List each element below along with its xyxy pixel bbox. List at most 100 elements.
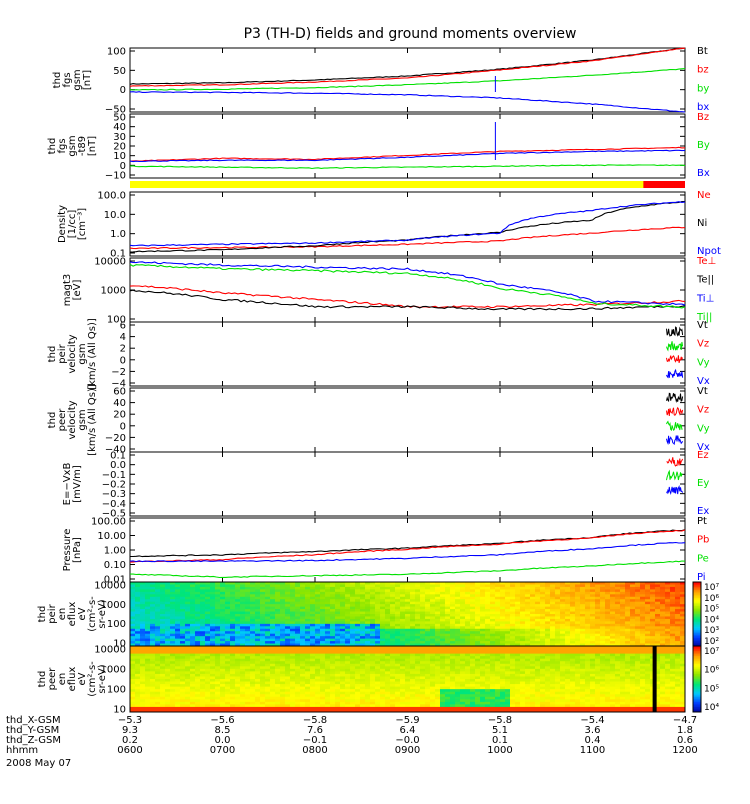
spec-cell: [580, 584, 585, 587]
spec-cell: [450, 621, 455, 624]
spec-cell: [410, 656, 415, 659]
spec-cell: [145, 702, 150, 705]
spec-cell: [235, 707, 240, 710]
spec-cell: [325, 676, 330, 679]
spec-cell: [175, 641, 180, 644]
spec-cell: [345, 641, 350, 644]
spec-cell: [295, 654, 300, 657]
spec-cell: [480, 641, 485, 644]
spec-cell: [300, 704, 305, 707]
spec-cell: [590, 612, 595, 615]
spec-cell: [400, 607, 405, 610]
spec-cell: [330, 631, 335, 634]
spec-cell: [455, 609, 460, 612]
spec-cell: [285, 594, 290, 597]
spec-cell: [305, 592, 310, 595]
spec-cell: [460, 619, 465, 622]
spec-cell: [415, 607, 420, 610]
spec-cell: [180, 597, 185, 600]
spec-cell: [255, 639, 260, 642]
spec-cell: [340, 641, 345, 644]
spec-cell: [475, 631, 480, 634]
spec-cell: [410, 597, 415, 600]
series-fgs-gsm-t89-1: [130, 165, 685, 169]
spec-cell: [355, 607, 360, 610]
spec-cell: [145, 594, 150, 597]
spec-cell: [130, 629, 135, 632]
spec-cell: [345, 674, 350, 677]
spec-cell: [155, 607, 160, 610]
spec-cell: [240, 636, 245, 639]
spec-cell: [285, 609, 290, 612]
spec-cell: [305, 661, 310, 664]
spec-cell: [540, 612, 545, 615]
spec-cell: [300, 649, 305, 652]
spec-cell: [470, 592, 475, 595]
spec-cell: [170, 692, 175, 695]
spec-cell: [225, 607, 230, 610]
spec-cell: [175, 687, 180, 690]
spec-cell: [155, 651, 160, 654]
spec-cell: [175, 614, 180, 617]
spec-cell: [415, 616, 420, 619]
spec-cell: [320, 704, 325, 707]
ytick-peer-velocity-4: −20: [105, 433, 126, 444]
spec-cell: [215, 597, 220, 600]
spec-cell: [365, 584, 370, 587]
spec-cell: [505, 624, 510, 627]
spec-cell: [220, 656, 225, 659]
spec-cell: [255, 687, 260, 690]
spec-cell: [395, 624, 400, 627]
spec-cell: [260, 689, 265, 692]
spec-cell: [365, 604, 370, 607]
spec-cell: [285, 679, 290, 682]
spec-cell: [380, 669, 385, 672]
spec-cell: [430, 697, 435, 700]
spec-cell: [470, 629, 475, 632]
spec-cell: [625, 621, 630, 624]
spec-cell: [285, 697, 290, 700]
spec-cell: [520, 587, 525, 590]
spec-cell: [625, 641, 630, 644]
spec-cell: [585, 631, 590, 634]
spec-cell: [445, 619, 450, 622]
spec-cell: [565, 609, 570, 612]
spec-cell: [660, 592, 665, 595]
spec-cell: [610, 594, 615, 597]
spec-cell: [540, 626, 545, 629]
spec-cell: [540, 629, 545, 632]
spec-cell: [310, 654, 315, 657]
panel-frame-density: [130, 192, 685, 256]
spec-cell: [170, 664, 175, 667]
spec-cell: [385, 661, 390, 664]
spec-cell: [230, 599, 235, 602]
spec-cell: [245, 631, 250, 634]
spec-cell: [395, 661, 400, 664]
spec-cell: [225, 676, 230, 679]
spec-cell: [180, 684, 185, 687]
spec-cell: [425, 666, 430, 669]
spec-cell: [235, 694, 240, 697]
spec-cell: [320, 676, 325, 679]
spec-cell: [400, 676, 405, 679]
spec-cell: [545, 589, 550, 592]
spec-cell: [645, 597, 650, 600]
spec-cell: [520, 621, 525, 624]
spec-cell: [350, 676, 355, 679]
spec-cell: [565, 631, 570, 634]
spec-cell: [595, 607, 600, 610]
spec-cell: [355, 619, 360, 622]
spec-cell: [130, 612, 135, 615]
spec-cell: [410, 679, 415, 682]
spec-cell: [270, 669, 275, 672]
spec-cell: [130, 636, 135, 639]
spec-cell: [435, 707, 440, 710]
spec-cell: [370, 634, 375, 637]
spec-cell: [515, 614, 520, 617]
spec-cell: [585, 614, 590, 617]
spec-cell: [180, 614, 185, 617]
spec-cell: [625, 587, 630, 590]
spec-cell: [130, 607, 135, 610]
spec-cell: [235, 664, 240, 667]
spec-cell: [170, 621, 175, 624]
